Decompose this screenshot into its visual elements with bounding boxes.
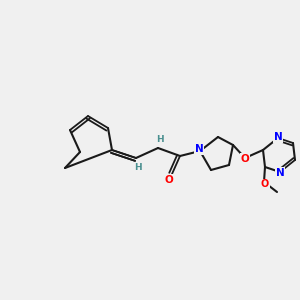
Text: O: O (261, 179, 269, 189)
Text: O: O (165, 175, 173, 185)
Text: N: N (276, 168, 284, 178)
Text: O: O (241, 154, 249, 164)
Text: N: N (274, 132, 282, 142)
Text: H: H (156, 134, 164, 143)
Text: H: H (134, 163, 142, 172)
Text: N: N (195, 144, 203, 154)
